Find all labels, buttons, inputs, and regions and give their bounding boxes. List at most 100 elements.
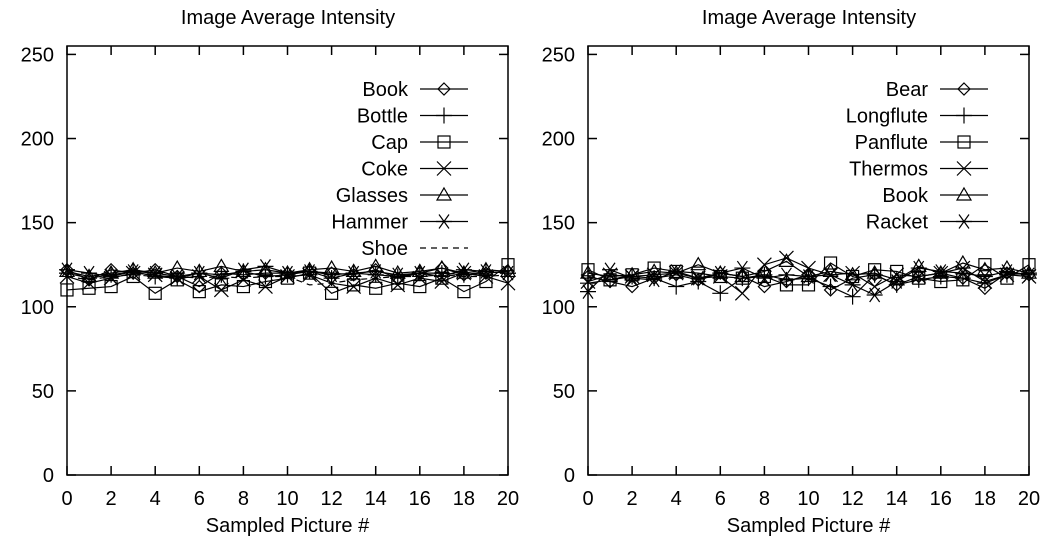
data-point	[500, 275, 516, 291]
data-point	[822, 278, 839, 295]
x-tick-label: 0	[61, 488, 72, 510]
chart-title: Image Average Intensity	[702, 7, 916, 29]
data-point	[866, 287, 883, 303]
data-point	[257, 261, 274, 276]
data-point	[822, 267, 839, 283]
legend-label: Longflute	[846, 106, 928, 128]
data-point	[367, 264, 384, 279]
series-racket	[580, 260, 1037, 303]
data-point	[455, 264, 472, 279]
y-tick-label: 200	[21, 129, 54, 151]
legend-label: Panflute	[855, 132, 928, 154]
data-point	[581, 263, 595, 277]
x-tick-label: 6	[194, 488, 205, 510]
data-point	[844, 277, 861, 293]
data-point	[346, 279, 362, 295]
data-point	[323, 259, 340, 274]
legend-entry: Panflute	[855, 132, 988, 154]
data-point	[890, 264, 904, 279]
data-point	[147, 265, 164, 281]
data-point	[191, 263, 208, 278]
legend-entry: Cap	[371, 132, 468, 154]
data-point	[867, 279, 883, 295]
data-point	[59, 262, 75, 278]
data-point	[192, 285, 206, 299]
data-point	[712, 265, 729, 281]
legend-marker	[957, 135, 971, 149]
legend-marker	[957, 82, 971, 96]
data-point	[500, 265, 516, 281]
data-point	[345, 265, 362, 281]
data-point	[978, 258, 992, 272]
data-point	[998, 264, 1015, 279]
chart-title: Image Average Intensity	[181, 7, 395, 29]
x-tick-label: 20	[1018, 488, 1040, 510]
x-tick-label: 4	[150, 488, 161, 510]
data-point	[81, 265, 98, 281]
legend-marker	[956, 161, 972, 176]
data-point	[579, 264, 597, 279]
y-tick-label: 200	[542, 129, 575, 151]
data-point	[823, 256, 838, 270]
data-point	[844, 288, 861, 305]
data-point	[976, 269, 993, 284]
data-point	[479, 274, 493, 289]
legend-label: Book	[362, 79, 409, 101]
x-tick-label: 2	[627, 488, 638, 510]
data-point	[433, 269, 450, 284]
x-tick-label: 0	[582, 488, 593, 510]
data-point	[954, 254, 971, 269]
legend-label: Bottle	[357, 106, 408, 128]
legend-label: Racket	[866, 212, 929, 234]
data-point	[910, 260, 927, 276]
legend-label: Thermos	[849, 159, 928, 181]
data-point	[734, 285, 750, 301]
data-point	[170, 273, 184, 287]
legend-marker	[437, 82, 451, 96]
legend-label: Cap	[371, 132, 408, 154]
legend-marker	[435, 186, 453, 201]
legend-marker	[436, 214, 452, 229]
data-point	[910, 271, 927, 288]
x-axis-label: Sampled Picture #	[206, 515, 370, 537]
data-point	[147, 264, 164, 279]
data-point	[323, 267, 340, 283]
data-point	[325, 286, 339, 300]
data-point	[912, 271, 926, 285]
data-point	[602, 262, 619, 278]
data-point	[1022, 258, 1036, 272]
data-point	[756, 263, 773, 278]
data-point	[60, 283, 74, 297]
legend-entry: Longflute	[846, 106, 988, 128]
data-point	[148, 286, 162, 300]
data-point	[258, 274, 273, 289]
data-point	[235, 272, 251, 288]
data-point	[192, 279, 207, 294]
x-tick-label: 18	[453, 488, 475, 510]
y-tick-label: 150	[542, 213, 575, 235]
data-point	[668, 264, 685, 279]
data-point	[125, 264, 142, 279]
data-point	[435, 271, 449, 285]
x-tick-label: 14	[886, 488, 908, 510]
legend-marker	[956, 107, 972, 124]
data-point	[779, 278, 794, 292]
x-tick-label: 16	[930, 488, 952, 510]
legend-entry: Shoe	[361, 238, 468, 260]
legend-label: Shoe	[361, 238, 408, 260]
data-point	[457, 285, 471, 299]
y-tick-label: 250	[21, 44, 54, 66]
data-point	[169, 259, 186, 274]
legend-marker	[437, 135, 451, 149]
data-point	[455, 262, 472, 278]
series-shoe	[66, 274, 509, 286]
data-point	[580, 284, 596, 299]
y-tick-label: 50	[553, 381, 575, 403]
data-point	[411, 265, 428, 281]
legend-entry: Hammer	[331, 212, 468, 234]
legend-label: Glasses	[336, 185, 408, 207]
data-point	[801, 278, 816, 292]
data-point	[756, 270, 773, 286]
data-point	[866, 264, 883, 279]
data-point	[910, 258, 927, 272]
